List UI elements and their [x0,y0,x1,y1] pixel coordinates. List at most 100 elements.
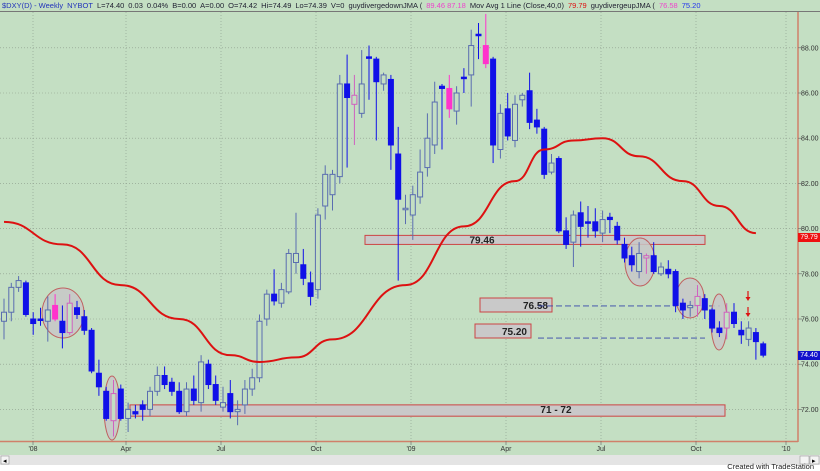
candle-body [125,408,132,419]
candle-body [380,74,387,85]
candle-body [592,221,599,232]
support-box-label: 79.46 [469,235,494,246]
scrollbar[interactable] [0,455,820,465]
candle [665,260,672,279]
candle [66,294,73,335]
candle-body [183,388,190,413]
candle [555,156,562,234]
candle-body [30,318,37,325]
candle [599,210,606,243]
y-tick-label: 72.00 [801,407,819,414]
candle-body [110,393,117,422]
high: Hi=74.49 [261,1,292,10]
candle-body [249,377,256,390]
change-pct: 0.04% [146,1,169,10]
candle-body [263,293,270,320]
level-label-box [479,297,553,313]
candle [417,149,424,204]
indicator-1-values: 89.46 87.18 [426,1,466,10]
candle-body [314,214,321,291]
candle [621,237,628,263]
y-tick-label: 76.00 [801,317,819,324]
candle [95,359,102,396]
candle-body [482,45,489,65]
support-box [129,404,726,417]
candle [614,221,621,245]
candle-body [307,282,314,297]
candle [482,13,489,69]
x-axis: '08 Apr Jul Oct '09 Apr Jul Oct '10 [28,441,791,453]
candle [446,74,453,118]
candle-body [293,252,299,264]
scroll-right-icon: ▸ [812,458,816,465]
candle [125,402,132,432]
candle-body [446,87,453,110]
candle-body [88,329,95,372]
candle [592,208,599,238]
candle-body [402,207,409,211]
y-tick-label: 80.00 [801,226,819,233]
candle-body [577,212,584,227]
candle [322,165,329,220]
candle [387,74,394,170]
candle-body [745,327,752,340]
scroll-thumb[interactable] [799,455,810,465]
candle [533,108,540,134]
candle-body [212,384,219,401]
moving-average [3,137,757,363]
candle-body [227,393,234,413]
candle-body [387,78,394,146]
candle-body [497,112,504,150]
candle-body [526,90,533,123]
candle [314,208,321,299]
candle-body [628,255,635,266]
candle [198,355,205,412]
candle [504,93,511,141]
down-arrow-icon [745,291,751,301]
ma-price-tag: 79.79 [798,233,820,242]
candle [307,271,314,306]
candle [344,54,351,168]
candle-body [716,327,723,334]
candle [679,298,686,319]
candle [526,72,533,130]
candle [117,384,124,421]
moving-average-line [3,137,757,363]
candle [570,210,577,268]
candle [44,296,51,342]
x-tick-label: Apr [121,446,133,453]
candle [249,368,256,396]
candle [300,248,307,286]
candle [234,400,241,426]
candle [650,242,657,274]
candle [723,303,730,340]
candle [395,126,402,281]
candle-body [95,372,102,388]
candle-body [694,295,701,306]
candle-body [8,286,15,313]
candle [212,375,219,405]
candle-body [395,153,402,200]
candle-body [453,92,460,112]
candle [658,262,664,277]
scroll-left-button[interactable] [0,455,10,465]
y-axis: 72.00 74.00 76.00 78.00 80.00 82.00 84.00 86.00… [798,45,819,414]
candle [329,169,336,211]
x-tick-label: Oct [691,446,702,453]
candle [628,246,635,272]
scroll-right-button[interactable] [809,455,820,465]
chart-background [0,0,820,455]
candle-body [373,58,380,83]
candle [285,248,292,295]
candle-body [417,171,424,198]
indicator-3-value-b: 75.20 [681,1,701,10]
candle [687,300,694,317]
candle-body [256,320,263,379]
candle-body [548,162,555,173]
y-tick-label: 86.00 [801,91,819,98]
candle-body [168,381,175,392]
candle-body [366,56,372,59]
y-tick-label: 82.00 [801,181,819,188]
candle [475,22,482,60]
candle-body [59,320,66,334]
